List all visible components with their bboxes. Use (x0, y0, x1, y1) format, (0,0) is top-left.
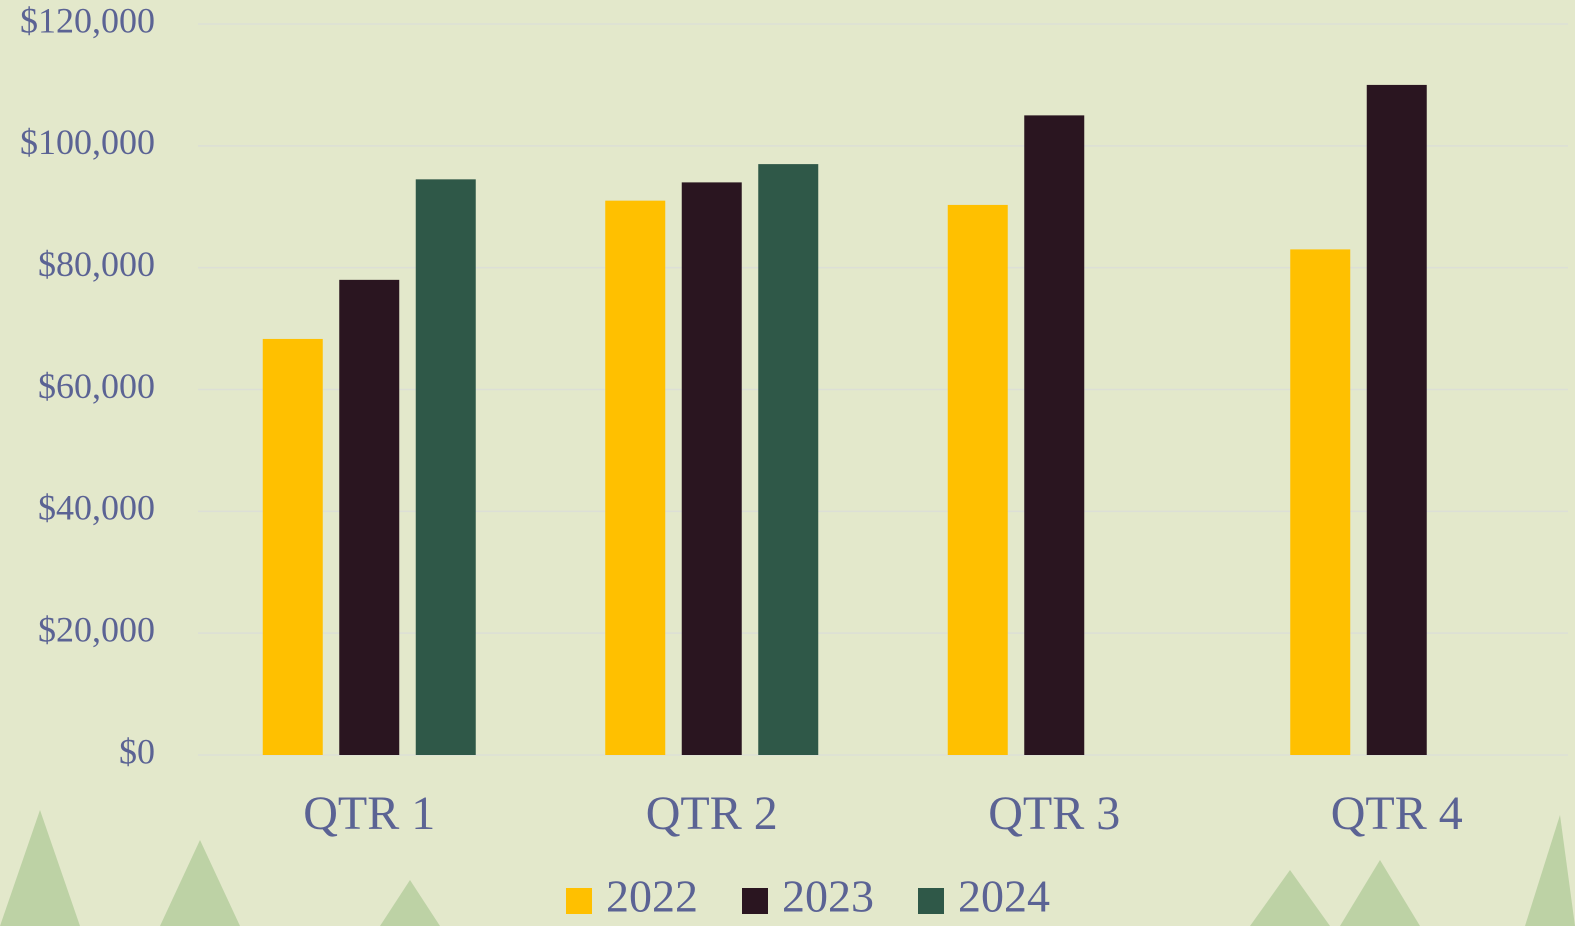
x-tick-label: QTR 2 (646, 787, 778, 840)
legend-swatch (566, 888, 592, 914)
bar (339, 279, 400, 755)
bar (262, 338, 323, 755)
x-tick-label: QTR 4 (1331, 787, 1463, 840)
legend-label: 2023 (782, 871, 874, 922)
y-tick-label: $20,000 (38, 609, 155, 649)
y-tick-label: $60,000 (38, 366, 155, 406)
bar (605, 200, 666, 756)
bar (758, 164, 819, 755)
bar (1290, 249, 1351, 755)
legend-label: 2022 (606, 871, 698, 922)
y-tick-label: $40,000 (38, 488, 155, 528)
y-tick-label: $0 (119, 731, 155, 771)
y-tick-label: $120,000 (20, 0, 155, 40)
bar (681, 182, 742, 756)
legend-label: 2024 (958, 871, 1050, 922)
x-tick-label: QTR 3 (988, 787, 1120, 840)
x-tick-label: QTR 1 (303, 787, 435, 840)
bar (1024, 115, 1085, 755)
background-trees (0, 810, 1575, 926)
bar (947, 204, 1008, 756)
y-tick-label: $100,000 (20, 122, 155, 162)
legend-swatch (742, 888, 768, 914)
legend-swatch (918, 888, 944, 914)
bar (1366, 84, 1427, 755)
y-tick-label: $80,000 (38, 244, 155, 284)
bar (415, 179, 476, 755)
